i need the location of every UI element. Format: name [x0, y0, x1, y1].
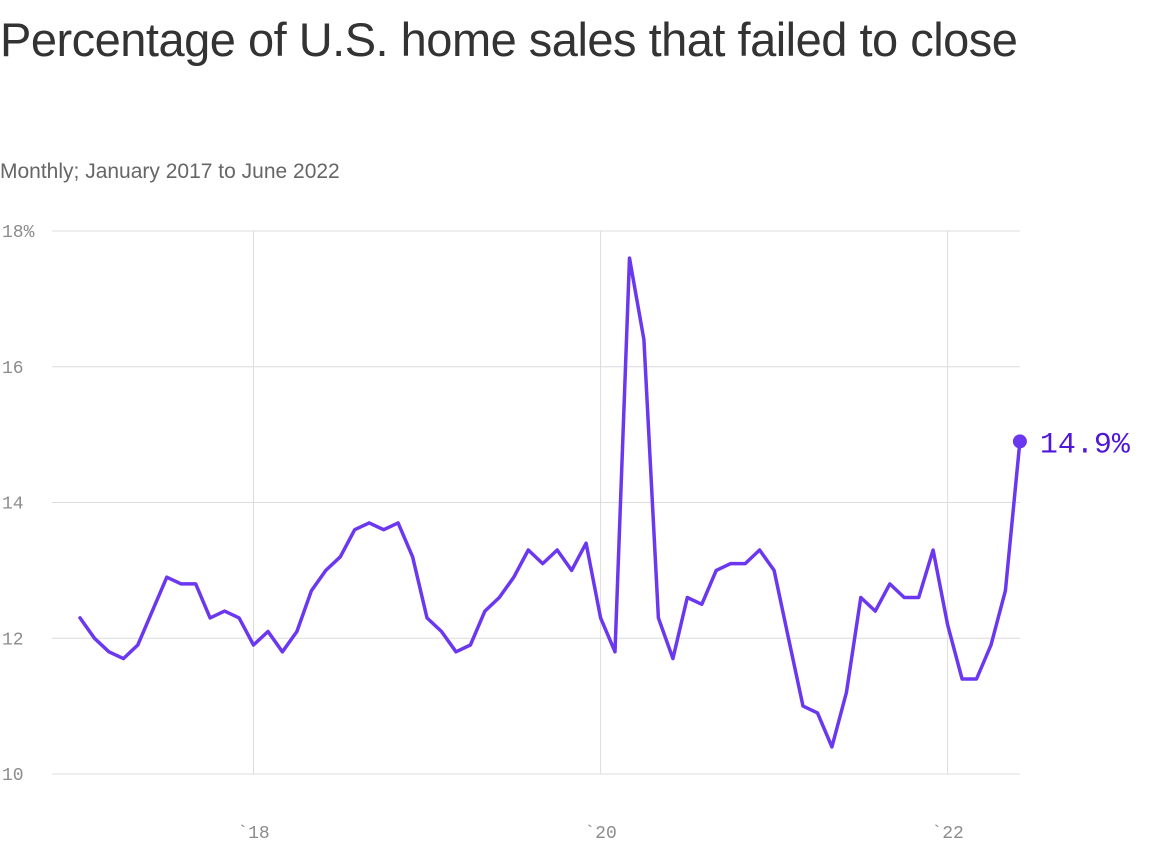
gridlines — [52, 230, 1020, 775]
x-tick-label: `22 — [931, 824, 963, 844]
chart-title: Percentage of U.S. home sales that faile… — [0, 13, 1018, 66]
y-tick-label: 16 — [2, 359, 24, 379]
x-tick-label: `20 — [584, 824, 616, 844]
y-tick-label: 10 — [2, 766, 24, 786]
x-tick-label: `18 — [237, 824, 269, 844]
end-point-marker — [1012, 434, 1027, 449]
series-line-layer — [78, 256, 1027, 749]
chart-subtitle: Monthly; January 2017 to June 2022 — [0, 160, 340, 183]
y-tick-label: 14 — [2, 495, 24, 515]
end-value-label: 14.9% — [1040, 428, 1131, 462]
series-line — [78, 256, 1022, 749]
tick-labels: 18% 16 14 12 10 `18 `20 `22 14.9% — [2, 223, 1131, 844]
y-tick-label: 12 — [2, 630, 24, 650]
y-tick-label: 18% — [2, 223, 35, 243]
